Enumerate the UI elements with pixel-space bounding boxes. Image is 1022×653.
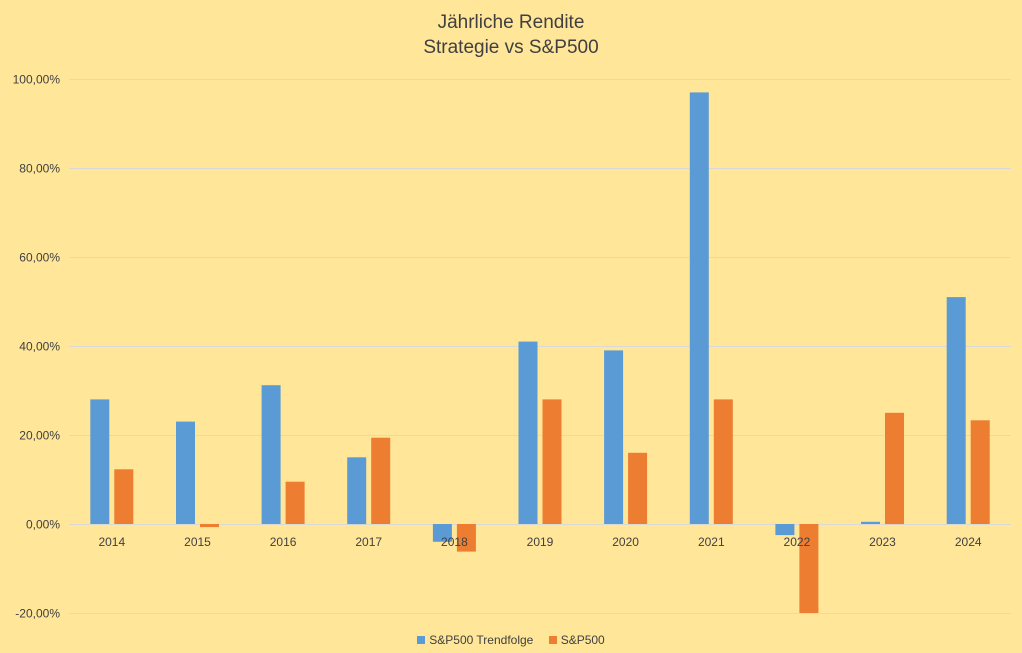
bar-trendfolge-2015 — [176, 421, 195, 524]
bar-sp500-2023 — [885, 412, 904, 525]
bar-trendfolge-2019 — [518, 341, 538, 524]
gridlines — [69, 79, 1011, 614]
bar-trendfolge-2022 — [775, 524, 795, 536]
bar-trendfolge-2023 — [861, 521, 880, 524]
bar-sp500-2024 — [970, 420, 990, 524]
bar-sp500-2014 — [114, 469, 134, 524]
legend-item-sp500: S&P500 — [548, 633, 605, 647]
x-axis-labels: 2014 2015 2016 2017 2018 2019 2020 2021 2022 2023… — [98, 535, 981, 549]
y-tick-label: 60,00% — [19, 251, 60, 265]
bar-sp500-2018 — [456, 524, 476, 552]
bar-trendfolge-2016 — [261, 385, 281, 524]
bar-trendfolge-2017 — [347, 457, 367, 525]
bar-sp500-2020 — [628, 452, 648, 524]
bar-sp500-2021 — [713, 399, 733, 524]
y-tick-label: 20,00% — [19, 429, 60, 443]
bars — [90, 92, 990, 613]
x-tick-label: 2015 — [184, 535, 211, 549]
y-axis-labels: -20,00% 0,00% 20,00% 40,00% 60,00% 80,00% 100,… — [13, 73, 61, 621]
legend-label-sp500: S&P500 — [560, 633, 605, 647]
x-tick-label: 2020 — [612, 535, 639, 549]
y-tick-label: -20,00% — [15, 607, 60, 621]
x-tick-label: 2017 — [355, 535, 382, 549]
legend-item-trendfolge: S&P500 Trendfolge — [417, 633, 533, 647]
bar-trendfolge-2021 — [689, 92, 709, 525]
chart-title-block: Jährliche Rendite Strategie vs S&P500 — [0, 10, 1022, 60]
y-tick-label: 0,00% — [26, 518, 60, 532]
y-tick-label: 100,00% — [13, 73, 61, 87]
bar-sp500-2016 — [285, 481, 305, 524]
bar-trendfolge-2020 — [604, 350, 624, 524]
legend-swatch-trendfolge — [417, 636, 426, 644]
x-tick-label: 2014 — [98, 535, 125, 549]
chart-title: Jährliche Rendite — [437, 12, 585, 33]
legend-swatch-sp500 — [548, 636, 557, 644]
legend-label-trendfolge: S&P500 Trendfolge — [429, 633, 534, 647]
y-tick-label: 40,00% — [19, 340, 60, 354]
chart-subtitle: Strategie vs S&P500 — [423, 37, 599, 58]
x-tick-label: 2023 — [869, 535, 896, 549]
bar-sp500-2019 — [542, 399, 562, 524]
bar-trendfolge-2024 — [946, 297, 966, 524]
bar-sp500-2017 — [371, 437, 391, 524]
x-tick-label: 2021 — [698, 535, 725, 549]
x-tick-label: 2018 — [441, 535, 468, 549]
x-tick-label: 2019 — [527, 535, 554, 549]
x-tick-label: 2024 — [955, 535, 982, 549]
bar-sp500-2022 — [799, 524, 819, 613]
bar-trendfolge-2014 — [90, 399, 110, 524]
x-tick-label: 2022 — [784, 535, 811, 549]
y-tick-label: 80,00% — [19, 162, 60, 176]
x-tick-label: 2016 — [270, 535, 297, 549]
bar-sp500-2015 — [200, 524, 219, 528]
legend: S&P500 Trendfolge S&P500 — [0, 633, 1022, 647]
bar-trendfolge-2018 — [432, 524, 452, 542]
